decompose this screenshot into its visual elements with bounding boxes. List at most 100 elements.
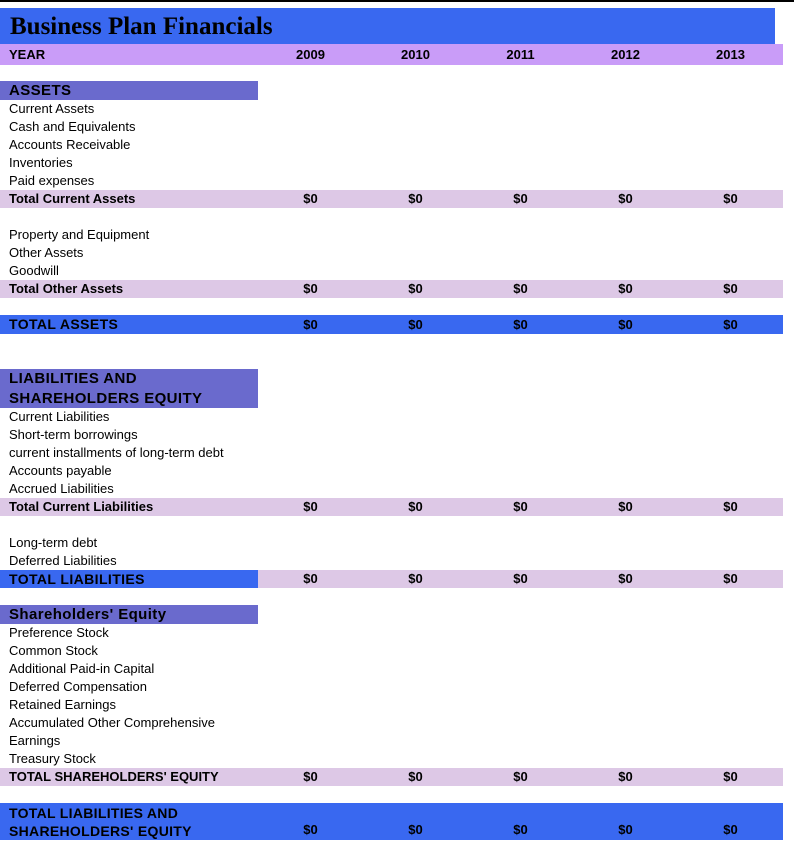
row-label: Short-term borrowings xyxy=(9,427,138,442)
value-2010: $0 xyxy=(408,281,423,296)
row-label: Treasury Stock xyxy=(9,751,96,766)
row-cash-and-equivalents: Cash and Equivalents xyxy=(0,118,783,136)
row-total-liabilities-and-shareholders-equity: TOTAL LIABILITIES AND SHAREHOLDERS' EQUI… xyxy=(0,803,783,840)
value-2012: $0 xyxy=(618,191,633,206)
row-additional-paid-in-capital: Additional Paid-in Capital xyxy=(0,660,783,678)
spacer-row xyxy=(0,786,783,803)
row-label: Preference Stock xyxy=(9,625,109,640)
value-2013: $0 xyxy=(723,822,738,837)
value-2010: $0 xyxy=(408,499,423,514)
row-label: current installments of long-term debt xyxy=(9,445,224,460)
row-total-shareholders-equity: TOTAL SHAREHOLDERS' EQUITY $0 $0 $0 $0 $0 xyxy=(0,768,783,786)
row-property-and-equipment: Property and Equipment xyxy=(0,226,783,244)
row-label: Total Other Assets xyxy=(9,281,124,296)
value-2012: $0 xyxy=(618,822,633,837)
row-label: Current Liabilities xyxy=(9,409,110,424)
row-current-assets: Current Assets xyxy=(0,100,783,118)
top-border-line xyxy=(0,0,794,2)
row-current-liabilities: Current Liabilities xyxy=(0,408,783,426)
row-label: Cash and Equivalents xyxy=(9,119,136,134)
row-label: Accrued Liabilities xyxy=(9,481,114,496)
row-label: TOTAL ASSETS xyxy=(9,316,119,332)
year-2011: 2011 xyxy=(506,47,535,62)
row-treasury-stock: Treasury Stock xyxy=(0,750,783,768)
value-2012: $0 xyxy=(618,281,633,296)
row-label: Paid expenses xyxy=(9,173,95,188)
value-2011: $0 xyxy=(513,281,528,296)
row-label: LIABILITIES AND SHAREHOLDERS EQUITY xyxy=(0,369,258,408)
page-title-bar: Business Plan Financials xyxy=(0,8,775,44)
spacer-row xyxy=(0,298,783,315)
spacer-row xyxy=(0,208,783,226)
row-goodwill: Goodwill xyxy=(0,262,783,280)
row-total-current-liabilities: Total Current Liabilities $0 $0 $0 $0 $0 xyxy=(0,498,783,516)
value-2011: $0 xyxy=(513,499,528,514)
financials-table: ASSETS Current Assets Cash and Equivalents… xyxy=(0,81,794,840)
row-label: Shareholders' Equity xyxy=(0,605,258,624)
row-liabilities-and-shareholders-equity: LIABILITIES AND SHAREHOLDERS EQUITY xyxy=(0,369,783,408)
value-2010: $0 xyxy=(408,769,423,784)
value-2013: $0 xyxy=(723,281,738,296)
row-label: Goodwill xyxy=(9,263,59,278)
row-label: TOTAL LIABILITIES AND SHAREHOLDERS' EQUI… xyxy=(9,805,192,839)
row-label: Long-term debt xyxy=(9,535,98,550)
row-total-other-assets: Total Other Assets $0 $0 $0 $0 $0 xyxy=(0,280,783,298)
value-2011: $0 xyxy=(468,570,573,588)
row-deferred-compensation: Deferred Compensation xyxy=(0,678,783,696)
row-total-current-assets: Total Current Assets $0 $0 $0 $0 $0 xyxy=(0,190,783,208)
value-2012: $0 xyxy=(618,317,633,332)
spacer-row xyxy=(0,588,783,605)
value-2009: $0 xyxy=(258,570,363,588)
row-assets: ASSETS xyxy=(0,81,783,100)
row-label: Retained Earnings xyxy=(9,697,116,712)
value-2010: $0 xyxy=(408,822,423,837)
row-label: Other Assets xyxy=(9,245,84,260)
row-label: Accounts payable xyxy=(9,463,112,478)
value-2009: $0 xyxy=(303,769,318,784)
row-label: Additional Paid-in Capital xyxy=(9,661,155,676)
value-2009: $0 xyxy=(303,191,318,206)
value-2011: $0 xyxy=(513,822,528,837)
row-label: Property and Equipment xyxy=(9,227,150,242)
value-2010: $0 xyxy=(363,570,468,588)
value-2011: $0 xyxy=(513,317,528,332)
row-shareholders-equity: Shareholders' Equity xyxy=(0,605,783,624)
row-short-term-borrowings: Short-term borrowings xyxy=(0,426,783,444)
value-2009: $0 xyxy=(303,317,318,332)
value-2009: $0 xyxy=(303,499,318,514)
row-accrued-liabilities: Accrued Liabilities xyxy=(0,480,783,498)
value-2012: $0 xyxy=(573,570,678,588)
value-2013: $0 xyxy=(723,317,738,332)
value-2011: $0 xyxy=(513,191,528,206)
row-label: ASSETS xyxy=(0,81,258,100)
row-label: Common Stock xyxy=(9,643,98,658)
row-label: Current Assets xyxy=(9,101,95,116)
value-2013: $0 xyxy=(678,570,783,588)
spacer-row xyxy=(0,516,783,534)
spacer-row xyxy=(0,334,783,369)
year-2009: 2009 xyxy=(296,47,325,62)
value-2013: $0 xyxy=(723,769,738,784)
row-retained-earnings: Retained Earnings xyxy=(0,696,783,714)
value-2009: $0 xyxy=(303,281,318,296)
row-label: Total Current Assets xyxy=(9,191,136,206)
row-label: TOTAL LIABILITIES xyxy=(0,570,258,588)
row-total-liabilities: TOTAL LIABILITIES $0 $0 $0 $0 $0 xyxy=(0,570,783,588)
row-label: Deferred Compensation xyxy=(9,679,148,694)
year-2012: 2012 xyxy=(611,47,640,62)
year-cells: 2009 2010 2011 2012 2013 xyxy=(258,44,783,65)
row-label: Inventories xyxy=(9,155,73,170)
row-label: Accumulated Other Comprehensive Earnings xyxy=(9,715,215,748)
row-accumulated-other-comprehensive-earnings: Accumulated Other Comprehensive Earnings xyxy=(0,714,783,750)
row-long-term-debt: Long-term debt xyxy=(0,534,783,552)
year-header-row: YEAR 2009 2010 2011 2012 2013 xyxy=(0,44,783,65)
row-paid-expenses: Paid expenses xyxy=(0,172,783,190)
value-2012: $0 xyxy=(618,499,633,514)
value-2013: $0 xyxy=(723,499,738,514)
row-label: Deferred Liabilities xyxy=(9,553,117,568)
value-2010: $0 xyxy=(408,317,423,332)
year-2013: 2013 xyxy=(716,47,745,62)
row-common-stock: Common Stock xyxy=(0,642,783,660)
value-2013: $0 xyxy=(723,191,738,206)
row-other-assets: Other Assets xyxy=(0,244,783,262)
